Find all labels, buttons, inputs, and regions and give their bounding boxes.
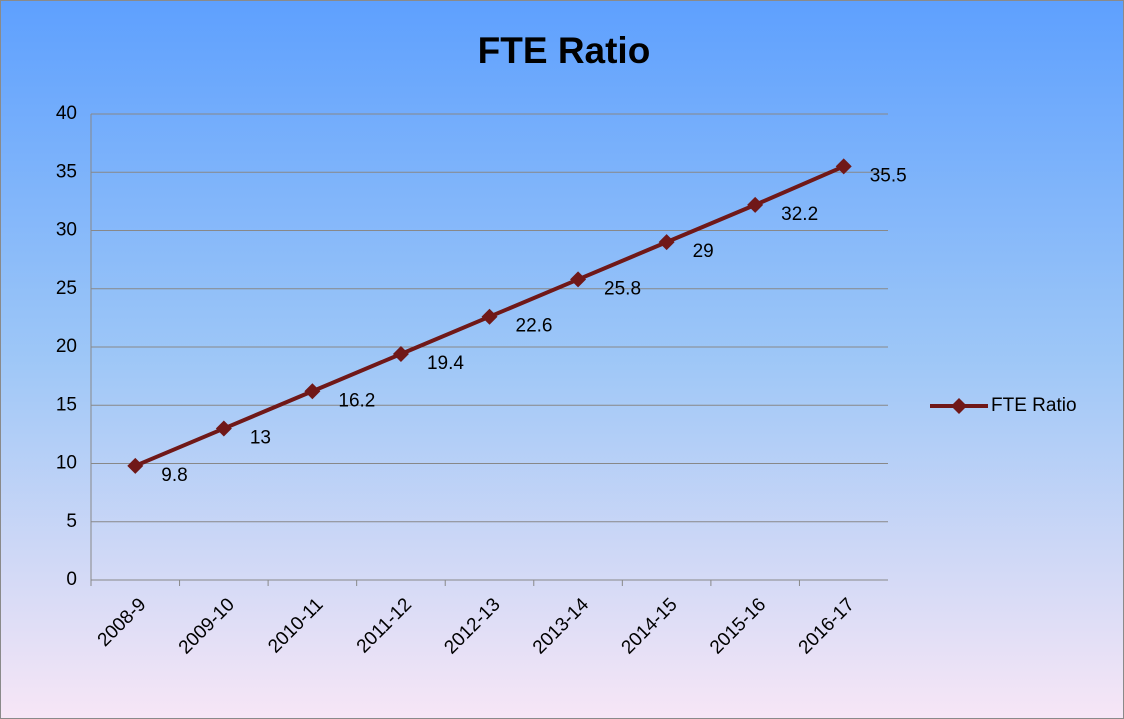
y-tick-label: 35 — [56, 161, 77, 182]
data-label: 25.8 — [604, 278, 641, 299]
marker — [215, 420, 232, 437]
marker — [392, 345, 409, 362]
y-tick-label: 40 — [56, 103, 77, 124]
y-tick-label: 15 — [56, 394, 77, 415]
data-label: 29 — [693, 241, 714, 262]
y-tick-label: 20 — [56, 336, 77, 357]
marker — [304, 383, 321, 400]
data-label: 16.2 — [338, 390, 375, 411]
data-label: 13 — [250, 428, 271, 449]
legend-label: FTE Ratio — [991, 395, 1077, 416]
marker — [658, 234, 675, 251]
y-tick-label: 0 — [66, 569, 77, 590]
y-tick-label: 30 — [56, 220, 77, 241]
data-label: 19.4 — [427, 353, 464, 374]
data-label: 9.8 — [161, 465, 187, 486]
data-label: 32.2 — [781, 204, 818, 225]
y-tick-label: 25 — [56, 278, 77, 299]
marker — [747, 196, 764, 213]
marker — [570, 271, 587, 288]
marker — [127, 457, 144, 474]
marker — [835, 158, 852, 175]
y-tick-label: 10 — [56, 453, 77, 474]
y-tick-label: 5 — [66, 511, 77, 532]
data-label: 22.6 — [516, 316, 553, 337]
data-label: 35.5 — [870, 165, 907, 186]
marker — [481, 308, 498, 325]
chart-title: FTE Ratio — [478, 30, 651, 71]
legend-marker — [951, 398, 967, 414]
